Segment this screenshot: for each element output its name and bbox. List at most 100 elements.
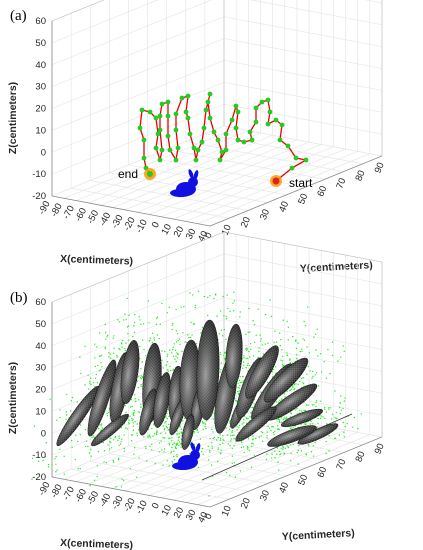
ellipsoid-mesh (225, 324, 243, 388)
cloud-point (239, 470, 242, 472)
cloud-point (194, 306, 197, 309)
cloud-point (172, 346, 174, 348)
x-tick-label: 10 (160, 222, 175, 237)
cloud-point (282, 365, 284, 367)
cloud-point (175, 330, 177, 332)
trajectory-point (207, 91, 213, 97)
cloud-point (156, 316, 159, 318)
floor-ygrid-line (71, 468, 230, 500)
cloud-point (138, 316, 140, 318)
cloud-point (272, 426, 274, 428)
cloud-point (134, 394, 136, 396)
cloud-point (274, 430, 276, 433)
cloud-point (259, 334, 261, 336)
y-tick-label: 90 (373, 161, 387, 175)
cloud-point (253, 454, 256, 456)
cloud-point (189, 292, 191, 294)
cloud-point (247, 357, 249, 360)
trajectory-point (229, 117, 235, 123)
cloud-point (233, 445, 235, 447)
cloud-point (343, 436, 346, 438)
y-tick-label: 0 (203, 231, 215, 240)
cloud-point (59, 448, 61, 451)
cloud-point (71, 396, 74, 399)
cloud-point (161, 359, 163, 361)
cloud-point (139, 377, 142, 379)
wall-zgrid-line (223, 319, 383, 350)
cloud-point (115, 486, 117, 488)
cloud-point (121, 346, 123, 348)
cloud-point (298, 444, 300, 447)
cloud-point (261, 344, 263, 346)
trajectory-point (157, 157, 163, 163)
cloud-point (112, 461, 115, 463)
cloud-point (122, 319, 125, 321)
cloud-point (312, 423, 314, 425)
cloud-point (230, 440, 232, 442)
cloud-point (280, 417, 282, 419)
cloud-point (166, 355, 169, 357)
cloud-point (289, 362, 292, 364)
cloud-point (325, 423, 328, 425)
cloud-point (232, 434, 234, 437)
trajectory-point (253, 119, 259, 125)
cloud-point (128, 325, 130, 327)
cloud-point (305, 453, 307, 455)
cloud-point (270, 315, 273, 318)
cloud-point (335, 417, 338, 420)
cloud-point (104, 346, 107, 349)
cloud-point (204, 422, 206, 424)
cloud-point (177, 433, 179, 435)
trajectory-point (173, 111, 179, 117)
cloud-point (94, 377, 97, 379)
cloud-point (238, 426, 240, 429)
cloud-point (97, 364, 99, 367)
cloud-point (175, 341, 178, 343)
cloud-point (315, 372, 318, 374)
cloud-point (278, 419, 281, 421)
cloud-point (106, 336, 108, 338)
cloud-point (111, 447, 113, 449)
cloud-point (88, 388, 90, 390)
cloud-point (337, 360, 339, 362)
cloud-point (168, 442, 170, 445)
cloud-point (140, 323, 142, 325)
cloud-point (136, 432, 138, 434)
cloud-point (260, 435, 262, 437)
cloud-point (317, 422, 319, 425)
cloud-point (239, 316, 241, 318)
cloud-point (314, 442, 316, 444)
cloud-point (126, 326, 129, 328)
cloud-point (172, 322, 174, 325)
cloud-point (84, 384, 86, 386)
cloud-point (179, 426, 181, 428)
cloud-point (166, 369, 169, 371)
cloud-point (108, 352, 110, 354)
cloud-point (328, 435, 330, 437)
cloud-point (292, 335, 294, 338)
panel-a-zlabel: Z(centimeters) (7, 82, 19, 154)
cloud-point (38, 473, 40, 475)
cloud-point (121, 343, 123, 345)
cloud-point (272, 368, 275, 371)
cloud-point (151, 341, 154, 344)
cloud-point (246, 364, 249, 367)
cloud-point (161, 302, 163, 305)
cloud-point (131, 419, 133, 422)
cloud-point (331, 341, 334, 343)
axis-line (209, 436, 383, 508)
cloud-point (182, 420, 184, 422)
cloud-point (124, 405, 127, 407)
cloud-point (280, 447, 282, 449)
cloud-point (138, 429, 140, 431)
cloud-point (276, 453, 278, 455)
cloud-point (100, 425, 103, 427)
cloud-point (155, 323, 158, 326)
cloud-point (153, 339, 155, 341)
cloud-point (242, 367, 244, 369)
trajectory-point (249, 137, 255, 143)
cloud-point (310, 451, 313, 453)
cloud-point (229, 310, 231, 313)
floor-ygrid-line (147, 156, 306, 188)
cloud-point (207, 314, 209, 317)
